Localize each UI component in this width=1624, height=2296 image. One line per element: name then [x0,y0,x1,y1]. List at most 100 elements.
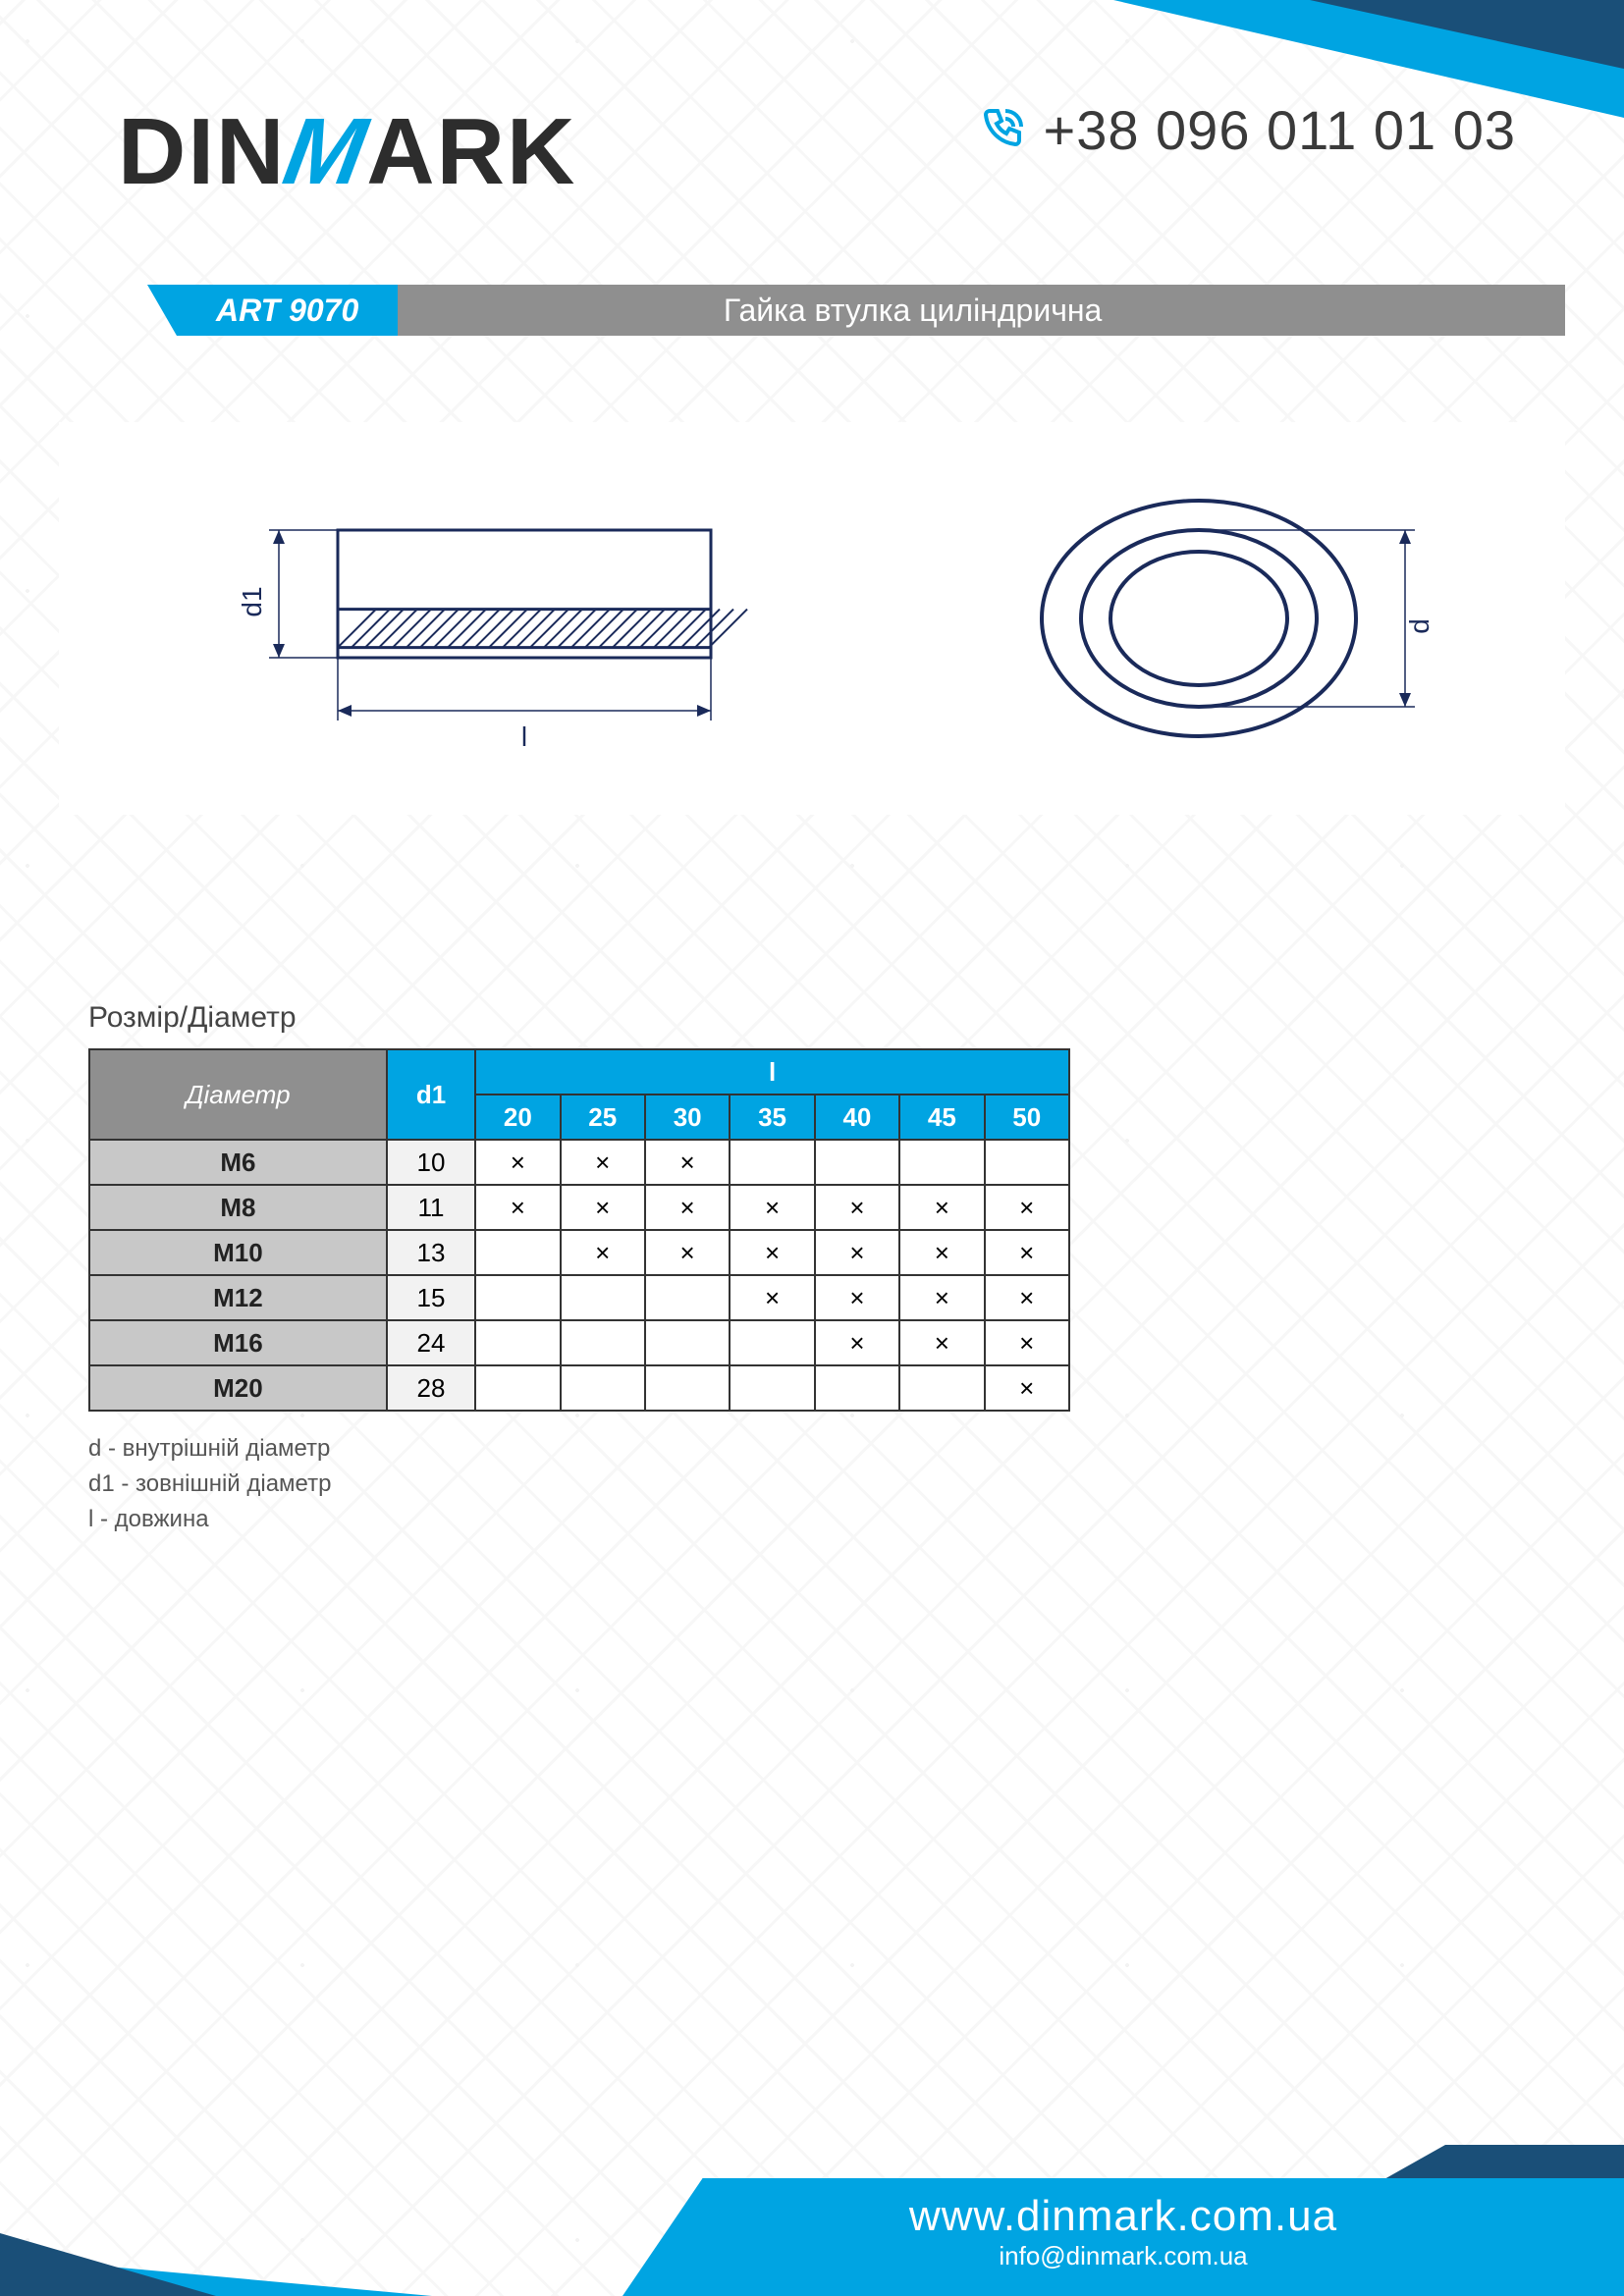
footer-url: www.dinmark.com.ua [623,2192,1624,2241]
table-row: M1013×××××× [89,1230,1069,1275]
cell [561,1275,645,1320]
col-header-l-20: 20 [475,1095,560,1140]
dimensions-table-section: Розмір/Діаметр Діаметрd1l20253035404550 … [88,1001,1070,1537]
table-row: M1624××× [89,1320,1069,1365]
dimensions-table: Діаметрd1l20253035404550 M610×××M811××××… [88,1048,1070,1412]
brand-post: ARK [366,99,576,204]
cell: × [985,1275,1069,1320]
col-header-l-40: 40 [815,1095,899,1140]
col-header-l-50: 50 [985,1095,1069,1140]
cell: × [985,1320,1069,1365]
cell: × [815,1320,899,1365]
page: DINMARK +38 096 011 01 03 ART 9070 Гайка… [0,0,1624,2296]
col-header-l-35: 35 [730,1095,814,1140]
cell [899,1140,984,1185]
cell [985,1140,1069,1185]
row-header: M10 [89,1230,387,1275]
cell: × [815,1230,899,1275]
cell-d1: 10 [387,1140,475,1185]
product-name: Гайка втулка циліндрична [437,293,1565,329]
cell: × [899,1275,984,1320]
table-row: M811××××××× [89,1185,1069,1230]
cell: × [899,1320,984,1365]
cell: × [475,1185,560,1230]
technical-diagram: d1 l d [59,422,1565,815]
cell: × [985,1230,1069,1275]
table-title: Розмір/Діаметр [88,1001,1070,1035]
cell [561,1365,645,1411]
col-header-l-45: 45 [899,1095,984,1140]
cell: × [985,1365,1069,1411]
phone-block: +38 096 011 01 03 [978,98,1516,162]
cell-d1: 28 [387,1365,475,1411]
cell: × [645,1185,730,1230]
footer-triangle-dark [0,2233,216,2296]
col-header-l-30: 30 [645,1095,730,1140]
svg-text:d: d [1404,618,1435,634]
cell: × [730,1230,814,1275]
diagram-ring-view: d [1002,452,1454,785]
cell: × [815,1185,899,1230]
row-header: M20 [89,1365,387,1411]
cell: × [561,1230,645,1275]
cell: × [899,1185,984,1230]
footer-email: info@dinmark.com.ua [623,2241,1624,2271]
brand-pre: DIN [118,99,286,204]
cell-d1: 11 [387,1185,475,1230]
cell [475,1275,560,1320]
cell: × [815,1275,899,1320]
table-row: M2028 × [89,1365,1069,1411]
table-row: M1215×××× [89,1275,1069,1320]
brand-accent: M [277,98,376,206]
cell [645,1320,730,1365]
svg-text:l: l [520,721,526,752]
cell [475,1320,560,1365]
diagram-side-view: d1 l [171,442,780,795]
header: DINMARK +38 096 011 01 03 [0,0,1624,255]
row-header: M12 [89,1275,387,1320]
cell [815,1140,899,1185]
cell-d1: 15 [387,1275,475,1320]
cell [645,1365,730,1411]
cell: × [985,1185,1069,1230]
cell [815,1365,899,1411]
col-header-diameter: Діаметр [89,1049,387,1140]
cell [899,1365,984,1411]
phone-number: +38 096 011 01 03 [1043,98,1516,162]
cell [475,1230,560,1275]
cell: × [730,1275,814,1320]
cell [561,1320,645,1365]
legend-line: l - довжина [88,1502,1070,1537]
brand-logo: DINMARK [118,98,576,206]
col-header-l: l [475,1049,1069,1095]
phone-icon [978,107,1025,154]
footer-band: www.dinmark.com.ua info@dinmark.com.ua [623,2178,1624,2296]
cell [730,1320,814,1365]
cell-d1: 13 [387,1230,475,1275]
product-code: ART 9070 [177,285,398,336]
svg-text:d1: d1 [237,586,267,616]
cell [475,1365,560,1411]
col-header-l-25: 25 [561,1095,645,1140]
cell: × [730,1185,814,1230]
cell [730,1140,814,1185]
cell: × [561,1140,645,1185]
cell: × [645,1230,730,1275]
row-header: M8 [89,1185,387,1230]
cell: × [561,1185,645,1230]
row-header: M16 [89,1320,387,1365]
cell: × [475,1140,560,1185]
legend-line: d - внутрішній діаметр [88,1431,1070,1467]
cell-d1: 24 [387,1320,475,1365]
table-row: M610××× [89,1140,1069,1185]
footer: www.dinmark.com.ua info@dinmark.com.ua [0,2149,1624,2296]
row-header: M6 [89,1140,387,1185]
col-header-d1: d1 [387,1049,475,1140]
cell [730,1365,814,1411]
title-bar: ART 9070 Гайка втулка циліндрична [177,285,1565,336]
cell: × [899,1230,984,1275]
cell [645,1275,730,1320]
cell: × [645,1140,730,1185]
legend-line: d1 - зовнішній діаметр [88,1467,1070,1502]
table-legend: d - внутрішній діаметрd1 - зовнішній діа… [88,1431,1070,1537]
